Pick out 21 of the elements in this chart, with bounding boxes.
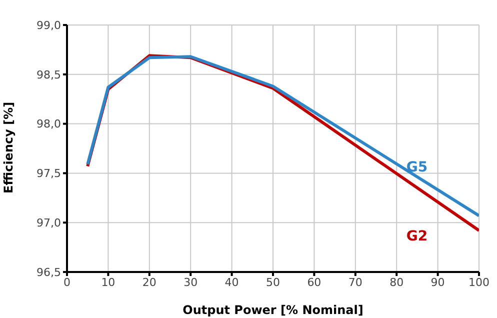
series-label: G2 <box>406 228 428 245</box>
x-tick-label: 20 <box>142 276 156 289</box>
y-tick-label: 98,0 <box>36 118 61 131</box>
x-axis-title: Output Power [% Nominal] <box>182 303 364 317</box>
y-tick-label: 97,5 <box>36 167 61 180</box>
x-tick-label: 30 <box>184 276 198 289</box>
y-tick-label: 98,5 <box>36 68 61 82</box>
x-tick-label: 60 <box>307 276 322 289</box>
x-tick-label: 80 <box>390 276 404 289</box>
series-label: G5 <box>406 160 428 176</box>
y-tick-label: 96,5 <box>36 266 61 279</box>
x-tick-label: 40 <box>224 276 239 289</box>
y-axis-title: Efficiency [%] <box>1 102 16 194</box>
y-tick-label: 99,0 <box>36 18 61 32</box>
y-tick-label: 97,0 <box>36 216 61 230</box>
x-tick-label: 100 <box>468 276 490 289</box>
x-tick-label: 10 <box>101 276 116 289</box>
x-tick-label: 70 <box>348 276 362 289</box>
x-tick-label: 50 <box>266 276 280 289</box>
x-tick-label: 0 <box>64 276 70 289</box>
x-tick-label: 90 <box>430 276 445 289</box>
